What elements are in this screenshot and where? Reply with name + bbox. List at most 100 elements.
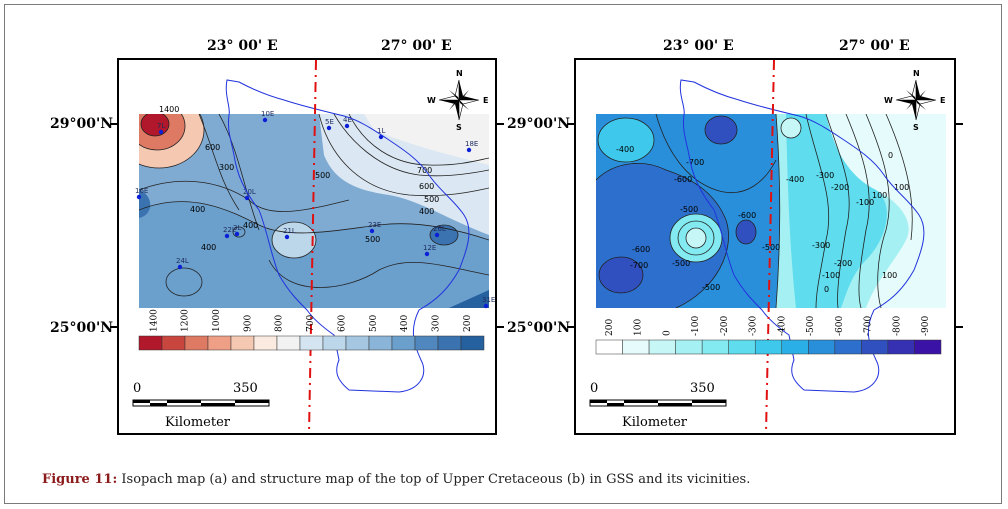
colorbar-tick-label: -200 [720, 316, 730, 336]
scale-start: 0 [590, 381, 598, 396]
map-a-contour-labels: 700 600 500 400 500 400 600 1400 400 500 400 300 [159, 105, 439, 252]
colorbar-tick-label: -300 [749, 316, 759, 336]
contour-label: 500 [315, 171, 330, 180]
contour-label: -600 [738, 211, 756, 220]
colorbar-swatch [648, 339, 676, 355]
colorbar-swatch [253, 335, 278, 351]
lat-label-a-top: 29°00'N [50, 116, 114, 132]
colorbar-swatch [728, 339, 756, 355]
map-a-wells: 7L 10E 4E 5E 1L 18E 16E 20L 3L 21L 22L 23E 26L 12E 24L… [135, 110, 495, 309]
contour-label: 100 [894, 183, 909, 192]
scale-start: 0 [133, 381, 141, 396]
map-b-red-line [765, 60, 775, 433]
tick [110, 123, 118, 125]
compass-e: E [940, 96, 945, 105]
colorbar-tick-label: -800 [892, 316, 902, 336]
lon-label-b2: 27° 00' E [839, 38, 910, 54]
tick [496, 123, 504, 125]
contour-label: 0 [888, 151, 893, 160]
contour-label: -300 [812, 241, 830, 250]
well-marker [224, 233, 230, 239]
map-b-contour-labels: -400 -700 -600 -500 -500 -600 -700 -500 -400 -300… [616, 145, 909, 294]
well-label: 20L [243, 188, 256, 196]
map-a-zone-west [139, 190, 151, 218]
map-b-low-n [705, 116, 737, 144]
contour-label: 400 [190, 205, 205, 214]
tick [567, 326, 575, 328]
map-a-zone-dome [272, 222, 316, 258]
well-label: 22L [223, 226, 236, 234]
map-a-zone-low [430, 225, 458, 245]
map-b-low-c [736, 220, 756, 244]
well-marker [234, 231, 240, 237]
compass-w: W [884, 96, 893, 105]
tick [567, 123, 575, 125]
scale-end: 350 [690, 381, 715, 396]
map-a-zone-se [449, 290, 489, 308]
figure-frame [4, 4, 1002, 504]
colorbar-swatch [230, 335, 255, 351]
well-label: 1L [377, 127, 385, 135]
scale-bar-b: 0 350 Kilometer [589, 381, 727, 430]
contour-label: 100 [882, 271, 897, 280]
map-b-colorbar: 200 100 0 -100 -200 -300 -400 -500 -600 -700 -800 -… [595, 316, 942, 355]
colorbar-tick-label: 1400 [149, 309, 159, 332]
well-label: 31E [482, 296, 495, 304]
lon-label-a1: 23° 00' E [207, 38, 278, 54]
well-label: 4E [343, 116, 352, 124]
colorbar-swatch [138, 335, 163, 351]
colorbar-tick-label: -500 [806, 316, 816, 336]
map-a-zone-mid [139, 201, 489, 308]
figure-caption: Figure 11: Isopach map (a) and structure… [42, 472, 750, 487]
well-label: 23E [368, 221, 381, 229]
north-arrow-icon: N S E W [427, 69, 488, 132]
lat-label-b-bottom: 25°00'N [507, 320, 571, 336]
contour-label: 500 [424, 195, 439, 204]
colorbar-swatch [861, 339, 889, 355]
colorbar-tick-label: 1200 [181, 309, 191, 332]
well-label: 24L [176, 257, 189, 265]
lat-label-a-bottom: 25°00'N [50, 320, 114, 336]
colorbar-swatch [834, 339, 862, 355]
caption-text: Isopach map (a) and structure map of the… [117, 472, 751, 487]
contour-label: 100 [872, 191, 887, 200]
contour-label: 300 [219, 163, 234, 172]
well-marker [326, 125, 332, 131]
well-marker [434, 232, 440, 238]
well-marker [466, 147, 472, 153]
colorbar-swatch [675, 339, 703, 355]
tick [955, 326, 963, 328]
map-a-zone-white [364, 114, 489, 165]
scale-end: 350 [233, 381, 258, 396]
contour-label: -700 [630, 261, 648, 270]
contour-label: -700 [686, 158, 704, 167]
well-label: 10E [261, 110, 274, 118]
map-b-zone-high [826, 114, 946, 308]
colorbar-tick-label: 600 [337, 315, 347, 332]
colorbar-tick-label: 900 [243, 315, 253, 332]
colorbar-swatch [391, 335, 416, 351]
compass-n: N [456, 69, 463, 78]
contour-label: -300 [816, 171, 834, 180]
contour-label: -500 [762, 243, 780, 252]
well-label: 5E [325, 118, 334, 126]
contour-label: -500 [672, 259, 690, 268]
compass-e: E [483, 96, 488, 105]
contour-label: -100 [856, 198, 874, 207]
map-b-boundary [679, 79, 925, 393]
well-marker [136, 194, 142, 200]
colorbar-swatch [701, 339, 729, 355]
well-marker [369, 228, 375, 234]
well-marker [177, 264, 183, 270]
well-marker [344, 123, 350, 129]
contour-label: 600 [205, 143, 220, 152]
well-label: 7L [157, 122, 165, 130]
contour-label: 1400 [159, 105, 179, 114]
colorbar-swatch [808, 339, 836, 355]
lon-label-a2: 27° 00' E [381, 38, 452, 54]
lon-label-b1: 23° 00' E [663, 38, 734, 54]
colorbar-swatch [207, 335, 232, 351]
colorbar-swatch [414, 335, 439, 351]
isopach-map-panel: 700 600 500 400 500 400 600 1400 400 500 400 300 7L… [117, 58, 497, 435]
colorbar-tick-label: 400 [400, 315, 410, 332]
